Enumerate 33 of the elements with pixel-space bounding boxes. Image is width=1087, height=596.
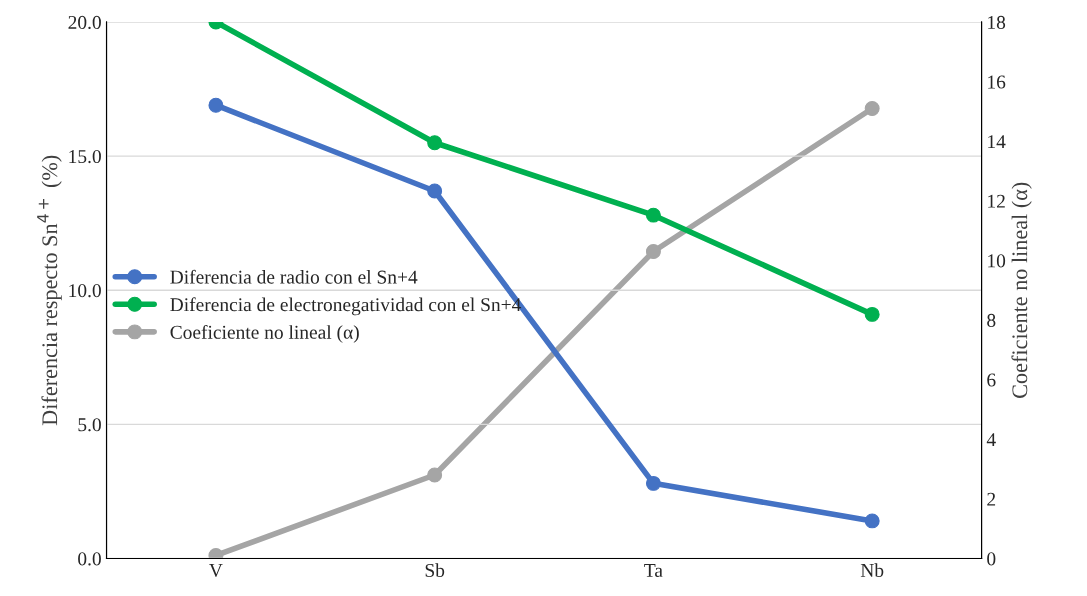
point bbox=[645, 475, 661, 491]
y-axis-title: Diferencia respecto Sn$^{4+}$ (%) bbox=[37, 155, 62, 426]
point bbox=[427, 183, 443, 199]
x-tick-label: Ta bbox=[644, 564, 663, 577]
y2-tick-label: 6 bbox=[987, 373, 996, 387]
legend-label: Coeficiente no lineal (α) bbox=[170, 324, 359, 343]
y2-axis-title: Coeficiente no lineal (α) bbox=[1011, 182, 1032, 398]
point bbox=[208, 97, 224, 113]
y2-tick-label: 18 bbox=[988, 15, 1006, 29]
point bbox=[645, 207, 661, 223]
y-tick-label: 10.0 bbox=[69, 284, 101, 298]
y2-tick-label: 0 bbox=[987, 552, 996, 566]
y2-tick-label: 4 bbox=[986, 433, 996, 446]
x-tick-label: Nb bbox=[860, 563, 884, 577]
y2-tick-label: 16 bbox=[988, 75, 1006, 89]
point bbox=[427, 135, 443, 151]
point bbox=[427, 467, 443, 483]
point bbox=[645, 244, 661, 259]
x-tick-label: V bbox=[209, 564, 223, 578]
y2-tick-label: 2 bbox=[987, 492, 996, 506]
y2-tick-label: 8 bbox=[987, 313, 996, 327]
y2-tick-label: 14 bbox=[988, 135, 1006, 148]
y-tick-label: 0.0 bbox=[78, 552, 101, 566]
y-tick-label: 20.0 bbox=[68, 15, 101, 30]
y-tick-label: 15.0 bbox=[69, 149, 101, 164]
legend-label: Diferencia de radio con el Sn+4 bbox=[170, 269, 418, 284]
point bbox=[864, 306, 880, 322]
y-tick-label: 5.0 bbox=[78, 418, 101, 432]
point bbox=[864, 513, 880, 529]
y2-tick-label: 10 bbox=[988, 254, 1006, 268]
y2-tick-label: 12 bbox=[988, 194, 1005, 208]
point bbox=[864, 101, 880, 116]
x-tick-label: Sb bbox=[425, 563, 445, 577]
